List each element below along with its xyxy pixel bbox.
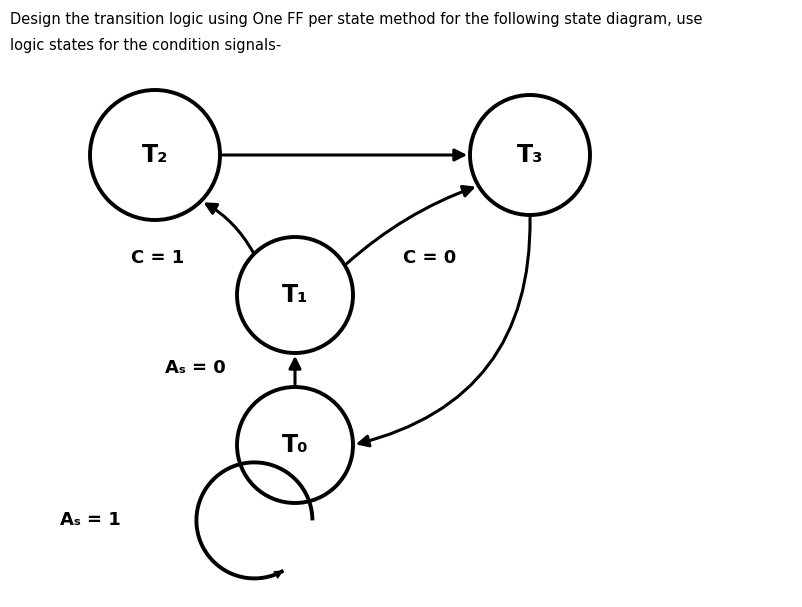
Text: T₀: T₀	[282, 433, 308, 457]
Text: Design the transition logic using One FF per state method for the following stat: Design the transition logic using One FF…	[10, 12, 703, 27]
Text: C = 1: C = 1	[132, 249, 184, 267]
Text: T₁: T₁	[282, 283, 308, 307]
Text: Aₛ = 0: Aₛ = 0	[164, 359, 225, 377]
Text: Aₛ = 1: Aₛ = 1	[59, 511, 120, 529]
Text: C = 0: C = 0	[403, 249, 456, 267]
Text: logic states for the condition signals-: logic states for the condition signals-	[10, 38, 282, 53]
Text: T₃: T₃	[516, 143, 543, 167]
Text: T₂: T₂	[142, 143, 168, 167]
